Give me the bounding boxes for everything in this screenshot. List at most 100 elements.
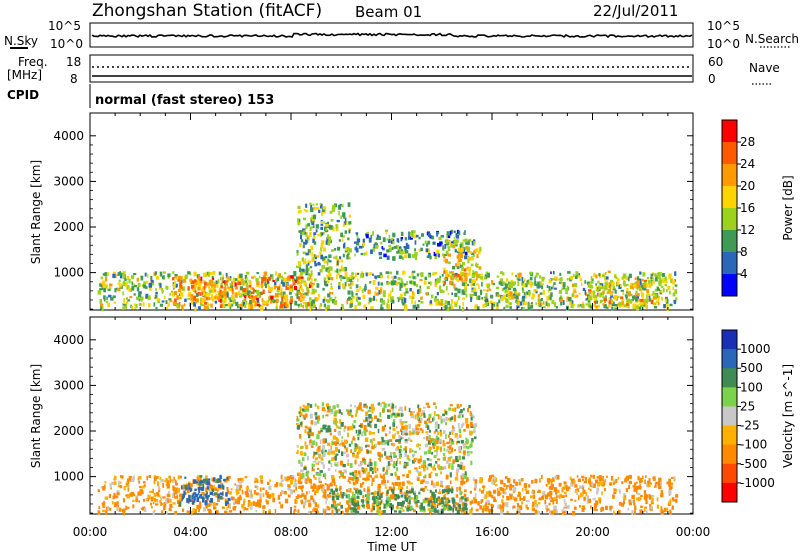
echo-cell — [471, 289, 475, 292]
echo-cell — [370, 403, 374, 409]
echo-cell — [461, 289, 465, 293]
echo-cell — [244, 491, 248, 495]
echo-cell — [146, 280, 149, 284]
echo-cell — [217, 494, 220, 499]
echo-cell — [390, 238, 394, 241]
echo-cell — [225, 501, 228, 506]
echo-cell — [237, 491, 240, 495]
echo-cell — [394, 405, 397, 409]
echo-cell — [404, 293, 406, 296]
echo-cell — [600, 283, 604, 287]
colorbar-swatch — [722, 349, 737, 369]
echo-cell — [387, 274, 390, 279]
echo-cell — [202, 483, 205, 488]
echo-cell — [140, 275, 144, 281]
echo-cell — [406, 455, 410, 460]
echo-cell — [458, 406, 460, 409]
echo-cell — [212, 485, 215, 490]
echo-cell — [377, 428, 380, 434]
echo-cell — [302, 457, 305, 462]
echo-cell — [447, 499, 451, 504]
echo-cell — [203, 286, 206, 291]
echo-cell — [318, 480, 322, 483]
echo-cell — [454, 502, 458, 505]
echo-cell — [409, 288, 412, 292]
echo-cell — [355, 508, 358, 514]
echo-cell — [390, 296, 393, 300]
echo-cell — [456, 487, 458, 492]
echo-cell — [339, 472, 343, 476]
echo-cell — [223, 295, 226, 299]
echo-cell — [158, 287, 162, 290]
echo-cell — [362, 419, 366, 423]
echo-cell — [239, 293, 242, 296]
echo-cell — [641, 292, 645, 298]
echo-cell — [408, 231, 410, 237]
echo-cell — [528, 484, 531, 488]
echo-cell — [451, 488, 454, 491]
echo-cell — [300, 499, 304, 503]
echo-cell — [437, 431, 440, 435]
echo-cell — [299, 434, 302, 439]
echo-cell — [441, 504, 445, 508]
echo-cell — [597, 289, 599, 293]
echo-cell — [585, 491, 588, 497]
echo-cell — [310, 217, 313, 221]
echo-cell — [414, 430, 417, 435]
echo-cell — [305, 233, 308, 237]
echo-cell — [377, 483, 381, 489]
echo-cell — [356, 236, 359, 239]
echo-cell — [389, 458, 393, 463]
echo-cell — [389, 505, 392, 509]
echo-cell — [508, 281, 510, 285]
echo-cell — [369, 421, 372, 424]
echo-cell — [336, 260, 339, 266]
echo-cell — [368, 475, 372, 478]
echo-cell — [281, 296, 284, 302]
echo-cell — [132, 504, 135, 509]
echo-cell — [512, 287, 517, 292]
echo-cell — [537, 298, 541, 302]
echo-cell — [512, 496, 515, 501]
echo-cell — [119, 275, 123, 279]
echo-cell — [129, 295, 133, 299]
echo-cell — [570, 303, 574, 309]
echo-cell — [379, 507, 381, 510]
echo-cell — [372, 231, 374, 236]
echo-cell — [331, 457, 334, 461]
echo-cell — [582, 478, 585, 481]
echo-cell — [138, 500, 140, 503]
echo-cell — [638, 306, 642, 310]
echo-cell — [313, 206, 316, 211]
echo-cell — [297, 261, 302, 265]
echo-cell — [352, 454, 355, 457]
echo-cell — [396, 467, 399, 472]
echo-cell — [172, 292, 175, 297]
echo-cell — [373, 243, 377, 249]
echo-cell — [386, 455, 389, 460]
echo-cell — [432, 482, 436, 487]
echo-cell — [650, 273, 654, 277]
noise-left-label: N.Sky — [4, 34, 38, 48]
echo-cell — [352, 493, 356, 499]
echo-cell — [238, 484, 243, 489]
echo-cell — [514, 292, 518, 295]
echo-cell — [375, 500, 379, 505]
echo-cell — [187, 286, 190, 291]
echo-cell — [266, 500, 269, 505]
echo-cell — [437, 496, 439, 502]
echo-cell — [572, 283, 574, 288]
echo-cell — [584, 476, 587, 481]
echo-cell — [658, 281, 662, 286]
y-tick-label: 4000 — [53, 129, 84, 143]
echo-cell — [311, 489, 314, 492]
echo-cell — [596, 508, 598, 512]
echo-cell — [181, 498, 183, 502]
echo-cell — [473, 287, 477, 292]
echo-cell — [335, 453, 339, 456]
echo-cell — [654, 293, 658, 299]
echo-cell — [348, 412, 352, 416]
echo-cell — [300, 271, 303, 276]
echo-cell — [436, 505, 439, 508]
echo-cell — [581, 505, 585, 508]
